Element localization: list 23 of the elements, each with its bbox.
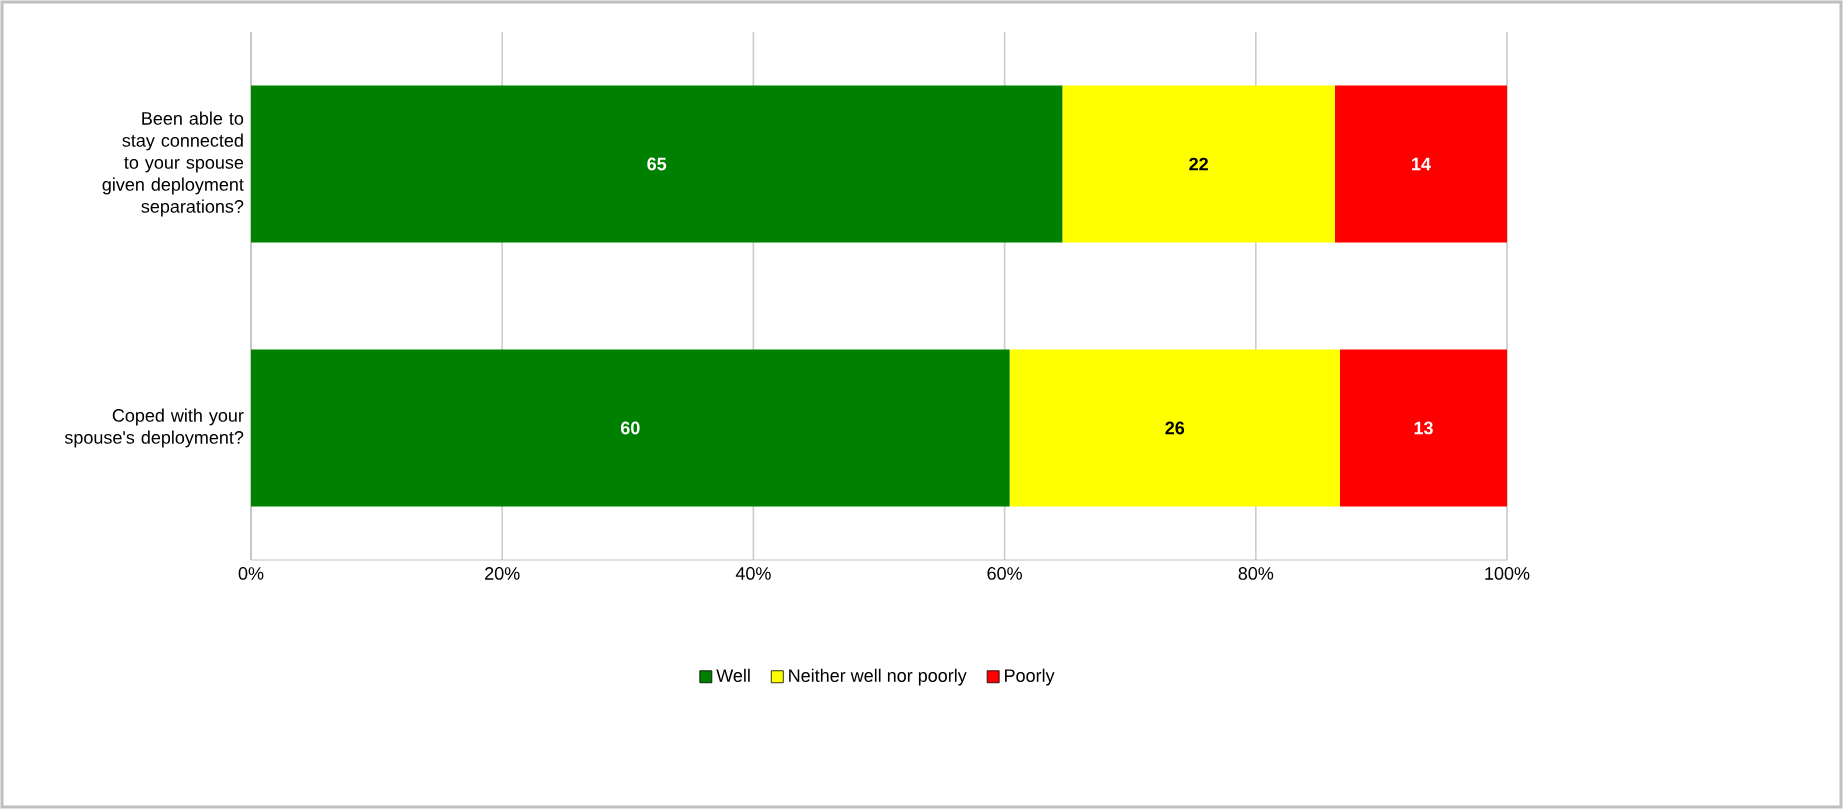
bar — [1009, 349, 1340, 507]
y-tick-label: Coped with your spouse's deployment? — [64, 408, 244, 448]
legend-label: Well — [716, 668, 750, 682]
x-tick-label: 80% — [1238, 567, 1274, 580]
legend-label: Neither well nor poorly — [789, 668, 967, 686]
bar — [1334, 85, 1508, 243]
bar — [251, 85, 1063, 243]
data-label: 14 — [1412, 157, 1431, 171]
data-label: 13 — [1414, 421, 1433, 435]
bar — [251, 349, 1010, 507]
x-tick-label: 40% — [735, 567, 771, 580]
legend-label: Poorly — [1005, 668, 1055, 686]
y-tick-label: Been able to stay connected to your spouse given deployment separations? — [102, 111, 244, 217]
x-tick-label: 100% — [1485, 567, 1530, 580]
x-tick-label: 60% — [987, 567, 1022, 580]
data-label: 26 — [1165, 421, 1185, 435]
x-tick-label: 0% — [238, 567, 264, 580]
data-label: 60 — [620, 421, 640, 435]
bar — [1339, 349, 1508, 507]
x-tick-label: 20% — [485, 567, 520, 580]
data-label: 65 — [647, 157, 667, 171]
data-label: 22 — [1189, 157, 1208, 171]
bar — [1062, 85, 1335, 243]
